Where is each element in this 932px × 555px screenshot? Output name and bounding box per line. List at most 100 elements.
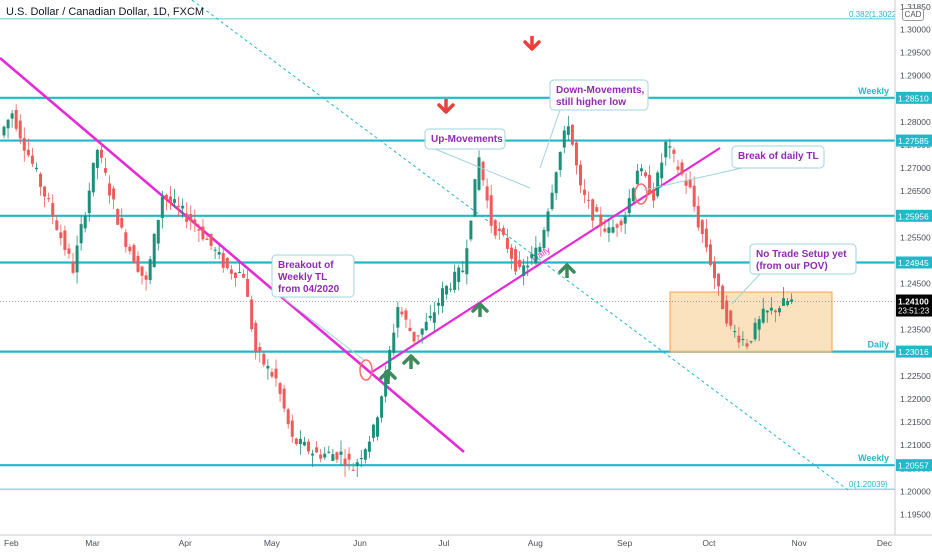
candle-body	[668, 146, 672, 148]
candle-body	[262, 353, 266, 365]
candle-body	[562, 130, 566, 148]
candle-body	[717, 273, 721, 287]
level-lines-layer: 0.382(1.30220) Weekly Daily Weekly 0(1.20039…	[0, 0, 904, 491]
candle-body	[274, 368, 278, 379]
candle-body	[493, 220, 497, 236]
y-tick-label: 1.26500	[900, 186, 931, 196]
candle-body	[570, 124, 574, 145]
candle-body	[534, 247, 538, 264]
candle-body	[607, 227, 611, 233]
candle-body	[43, 186, 47, 197]
candle-body	[185, 213, 189, 222]
level-price-label: 1.20557	[898, 461, 929, 471]
candle-body	[765, 310, 769, 313]
y-tick-label: 1.27000	[900, 163, 931, 173]
candle-body	[120, 217, 124, 228]
candle-body	[144, 275, 148, 280]
level-price-label: 1.23016	[898, 347, 929, 357]
candle-body	[436, 302, 440, 306]
x-tick-label: Mar	[85, 538, 100, 548]
candle-body	[526, 265, 530, 268]
candle-body	[721, 285, 725, 310]
candle-body	[688, 179, 692, 188]
candle-body	[485, 186, 489, 201]
countdown-label: 23:51:23	[898, 307, 930, 316]
candle-body	[30, 155, 34, 164]
y-tick-label: 1.29500	[900, 48, 931, 58]
candle-body	[136, 255, 140, 272]
candle-body	[692, 185, 696, 207]
candle-body	[396, 307, 400, 328]
candle-body	[579, 164, 583, 186]
candle-body	[6, 119, 10, 129]
y-cursor-label: 1.31850	[900, 2, 931, 12]
trendlines-layer: Daily	[0, 57, 721, 453]
candle-body	[672, 149, 676, 154]
candle-body	[270, 372, 274, 377]
candle-body	[51, 203, 55, 217]
candle-body	[205, 238, 209, 240]
candle-body	[71, 261, 75, 273]
candle-body	[237, 271, 241, 273]
level-price-tag	[896, 256, 932, 269]
candle-body	[347, 453, 351, 460]
candle-body	[152, 233, 156, 267]
break-circle	[634, 183, 648, 205]
candle-body	[246, 278, 250, 297]
level-tag: Weekly	[858, 86, 889, 96]
candle-body	[18, 120, 22, 139]
candle-body	[700, 220, 704, 235]
candle-body	[489, 195, 493, 226]
candle-body	[335, 452, 339, 460]
candle-body	[112, 188, 116, 200]
candle-body	[367, 441, 371, 452]
candle-body	[132, 245, 136, 263]
candle-body	[116, 209, 120, 225]
candle-body	[355, 462, 359, 467]
x-tick-label: Aug	[528, 538, 543, 548]
candle-body	[104, 168, 107, 173]
candle-body	[713, 261, 716, 279]
y-tick-label: 1.22500	[900, 371, 931, 381]
fib-label: 0.382(1.30220)	[849, 10, 904, 19]
candle-body	[164, 194, 168, 200]
candle-body	[254, 322, 258, 353]
y-tick-label: 1.30000	[900, 25, 931, 35]
level-tag: Daily	[867, 340, 889, 350]
candle-body	[87, 190, 91, 214]
candle-body	[307, 441, 310, 452]
candle-body	[704, 228, 708, 248]
candle-body	[75, 245, 79, 273]
candle-body	[59, 232, 63, 239]
candle-body	[424, 321, 428, 331]
candle-body	[79, 224, 83, 244]
candle-body	[63, 230, 67, 251]
level-price-tag	[896, 91, 932, 104]
candle-body	[83, 215, 87, 229]
candle-body	[445, 285, 449, 295]
y-tick-label: 1.21500	[900, 417, 931, 427]
candle-body	[189, 213, 193, 222]
y-tick-label: 1.23500	[900, 325, 931, 335]
candle-body	[392, 332, 396, 353]
candle-body	[469, 220, 473, 240]
candle-body	[684, 180, 688, 186]
candle-body	[311, 453, 315, 456]
candle-body	[156, 219, 160, 244]
candle-body	[680, 162, 684, 175]
candle-body	[623, 216, 627, 224]
candle-body	[290, 420, 294, 437]
x-tick-label: Feb	[4, 538, 19, 548]
notrade-callout-text: No Trade Setup yet	[756, 249, 847, 260]
candle-body	[574, 142, 578, 166]
level-price-label: 1.28510	[898, 93, 929, 103]
candle-body	[583, 189, 587, 195]
candle-body	[408, 327, 412, 332]
candle-body	[327, 451, 331, 453]
down-callout-pointer	[539, 109, 561, 169]
candle-body	[729, 310, 733, 326]
dashed-trendline	[191, 0, 849, 491]
